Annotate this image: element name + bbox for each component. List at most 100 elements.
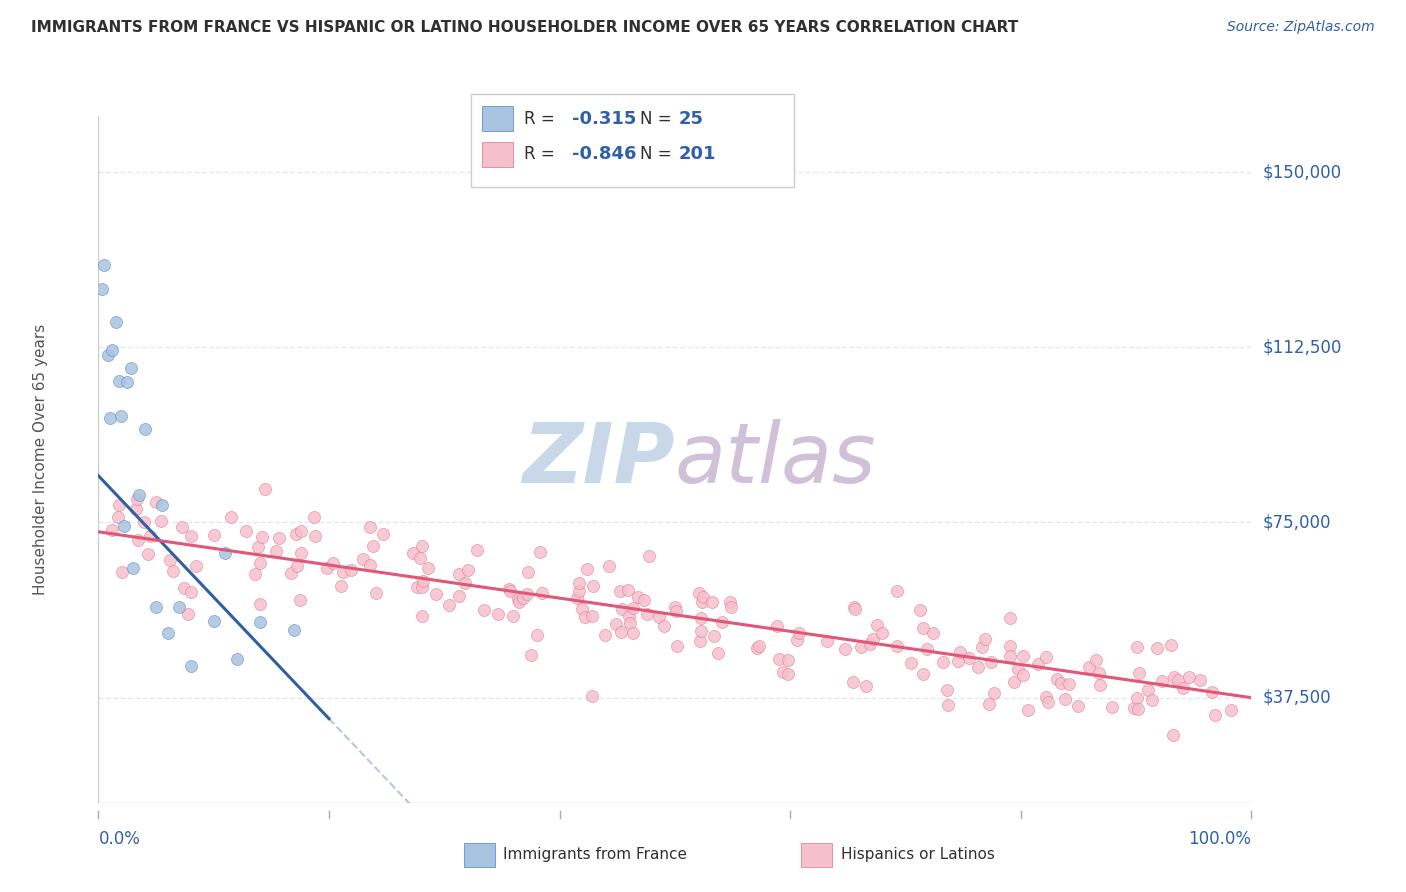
Point [1173,681,1195,695]
Point [361,540,384,554]
Point [101,343,124,358]
Point [447,590,470,604]
Point [1011,668,1033,682]
Point [786,632,808,647]
Point [128,488,150,502]
Point [405,580,427,594]
Point [664,599,686,614]
Point [700,595,723,609]
Point [283,623,305,637]
Point [264,543,287,558]
Point [202,527,225,541]
Point [371,526,394,541]
Point [980,655,1002,669]
Point [180,585,202,599]
Point [1035,649,1057,664]
Point [1067,698,1090,713]
Point [506,592,529,607]
Point [499,583,522,598]
Point [1000,649,1022,664]
Text: -0.315: -0.315 [572,110,637,128]
Text: N =: N = [640,145,676,163]
Point [112,518,135,533]
Point [1035,690,1057,704]
Text: R =: R = [524,110,561,128]
Point [862,632,884,646]
Point [122,561,145,575]
Point [439,598,461,612]
Text: -0.846: -0.846 [572,145,637,163]
Point [285,558,308,573]
Point [170,520,193,534]
Point [1049,676,1071,690]
Text: atlas: atlas [675,419,876,500]
Point [910,603,932,617]
Point [581,609,603,624]
Point [576,562,599,576]
Point [766,619,789,633]
Point [621,626,644,640]
Point [1038,695,1060,709]
Point [411,609,433,624]
Point [1163,670,1185,684]
Point [970,640,993,654]
Point [581,689,603,703]
Point [979,697,1001,711]
Point [1128,665,1150,680]
Point [359,520,381,534]
Point [689,633,711,648]
Point [285,526,308,541]
Point [1126,701,1149,715]
Point [531,586,554,600]
Point [886,639,908,653]
Point [359,558,381,572]
Point [411,539,433,553]
Text: ZIP: ZIP [522,419,675,500]
Point [568,576,591,591]
Point [529,545,551,559]
Point [145,599,167,614]
Point [998,640,1021,654]
Point [107,510,129,524]
Text: $150,000: $150,000 [1263,163,1341,181]
Point [150,498,173,512]
Point [1220,703,1243,717]
Point [100,523,122,537]
Point [173,581,195,595]
Point [1002,674,1025,689]
Text: Source: ZipAtlas.com: Source: ZipAtlas.com [1227,20,1375,34]
Point [772,665,794,679]
Point [1204,708,1226,723]
Point [1088,666,1111,681]
Point [855,679,877,693]
Text: IMMIGRANTS FROM FRANCE VS HISPANIC OR LATINO HOUSEHOLDER INCOME OVER 65 YEARS CO: IMMIGRANTS FROM FRANCE VS HISPANIC OR LA… [31,20,1018,35]
Point [957,651,980,665]
Text: 25: 25 [679,110,704,128]
Point [465,542,488,557]
Point [665,639,688,653]
Point [654,619,676,633]
Point [911,621,934,635]
Point [457,563,479,577]
Point [565,591,588,606]
Point [340,563,363,577]
Point [249,597,271,611]
Point [125,501,148,516]
Point [834,641,856,656]
Point [149,514,172,528]
Point [776,653,799,667]
Point [1090,678,1112,692]
Point [1011,648,1033,663]
Point [582,579,605,593]
Point [502,608,524,623]
Point [932,655,955,669]
Point [1136,683,1159,698]
Point [322,556,344,570]
Point [1057,677,1080,691]
Point [1178,669,1201,683]
Point [111,565,134,579]
Point [486,607,509,621]
Point [707,646,730,660]
Point [1084,653,1107,667]
Point [617,609,640,624]
